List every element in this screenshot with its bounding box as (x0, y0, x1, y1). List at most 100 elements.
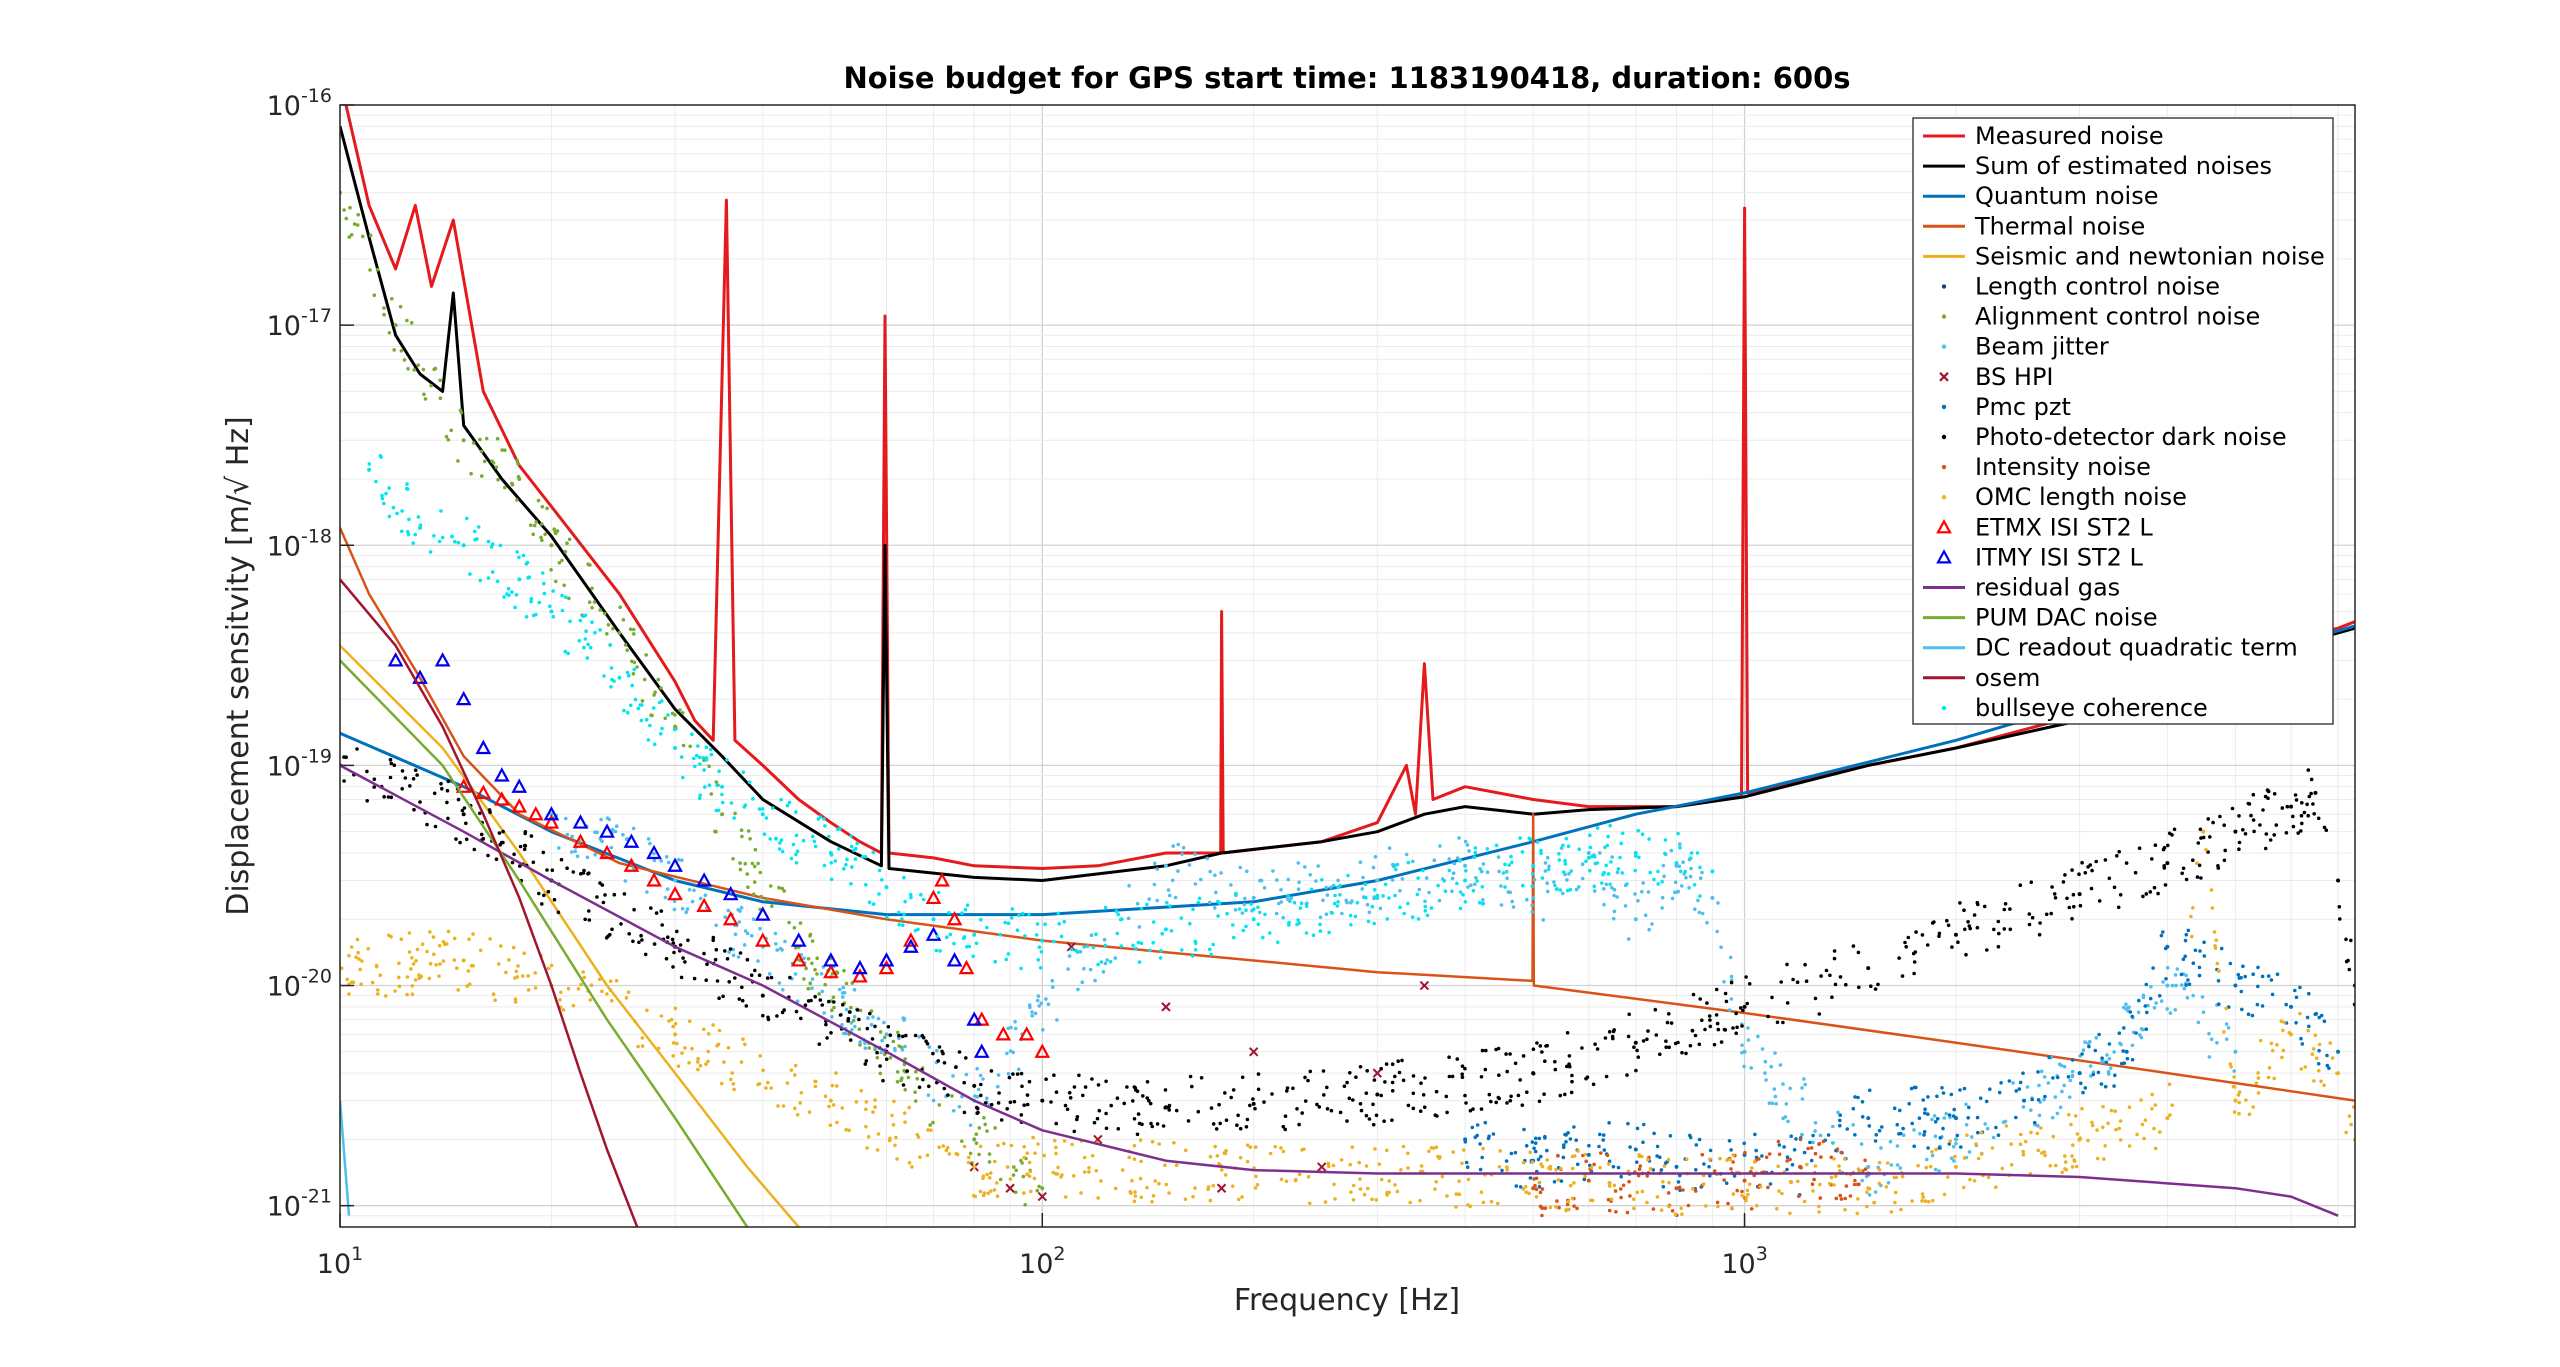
series-dot (704, 1062, 708, 1066)
series-dot (1921, 1195, 1925, 1199)
series-dot (2317, 1048, 2321, 1053)
series-dot (1916, 1163, 1920, 1168)
series-dot (468, 572, 472, 576)
series-dot (1283, 1114, 1288, 1118)
series-dot (1606, 834, 1610, 839)
series-dot (1473, 846, 1478, 850)
series-dot (529, 834, 534, 838)
series-dot (1928, 1164, 1933, 1169)
series-dot (750, 934, 754, 938)
series-dot (1326, 1161, 1331, 1166)
series-dot (875, 1148, 880, 1152)
series-dot (1948, 1139, 1952, 1144)
series-dot (1539, 1154, 1543, 1159)
series-dot (752, 880, 757, 884)
series-dot (1731, 1026, 1735, 1030)
series-dot (2067, 905, 2072, 910)
series-dot (1575, 1206, 1579, 1211)
series-dot (2195, 861, 2199, 865)
series-dot (1067, 954, 1072, 958)
series-dot (1606, 1197, 1611, 1202)
series-dot (1608, 823, 1612, 828)
legend-label: Quantum noise (1975, 182, 2158, 210)
series-dot (2266, 796, 2270, 801)
series-dot (890, 1113, 894, 1118)
series-dot (652, 851, 656, 856)
series-dot (1347, 1096, 1352, 1101)
series-dot (827, 1104, 831, 1109)
series-dot (906, 1075, 911, 1080)
series-dot (687, 888, 692, 892)
series-dot (1487, 1092, 1492, 1097)
series-dot (374, 963, 379, 968)
series-dot (472, 529, 477, 534)
series-dot (1667, 1204, 1671, 1209)
series-dot (849, 882, 853, 886)
series-dot (1155, 1122, 1160, 1126)
series-dot (942, 1086, 947, 1091)
series-dot (2249, 813, 2253, 818)
series-dot (1832, 1157, 1836, 1161)
series-dot (1923, 1111, 1927, 1115)
series-dot (1914, 1085, 1918, 1090)
series-dot (723, 915, 727, 919)
series-dot (1087, 1170, 1091, 1174)
series-dot (823, 824, 827, 828)
series-dot (627, 932, 631, 936)
series-dot (902, 1018, 906, 1022)
legend-entry: Length control noise (1941, 273, 2220, 301)
series-marker (696, 897, 712, 913)
series-dot (1431, 1146, 1436, 1150)
series-dot (1037, 1004, 1041, 1008)
series-dot (1520, 850, 1525, 854)
series-etmx-isi-st2-l (455, 778, 1051, 1058)
series-dot (1475, 1133, 1479, 1138)
series-dot (2103, 1084, 2108, 1089)
series-dot (587, 909, 591, 913)
series-dot (1032, 1176, 1037, 1181)
series-dot (526, 974, 530, 978)
series-dot (1867, 1088, 1872, 1093)
series-dot (1240, 1075, 1245, 1080)
series-dot (623, 879, 628, 883)
series-dot (2109, 1108, 2114, 1113)
series-dot (1457, 859, 1462, 863)
series-dot (2232, 1075, 2236, 1079)
series-dot (1460, 1161, 1464, 1166)
series-dot (1595, 861, 1600, 865)
series-dot (2021, 1152, 2026, 1157)
series-dot (1254, 1174, 1258, 1179)
series-dot (2211, 820, 2215, 825)
series-dot (2002, 927, 2007, 931)
series-dot (997, 1091, 1001, 1095)
series-dot (676, 1064, 681, 1068)
series-dot (964, 1072, 969, 1077)
series-dot (2017, 1087, 2022, 1091)
series-dot (405, 318, 409, 323)
series-dot (1652, 877, 1656, 882)
series-dot (1383, 1080, 1387, 1084)
series-dot (1103, 905, 1108, 910)
series-dot (568, 619, 572, 624)
series-dot (1607, 1030, 1612, 1034)
series-dot (513, 976, 517, 980)
series-dot (1505, 1101, 1509, 1105)
series-dot (2202, 940, 2206, 945)
series-dot (2139, 1035, 2144, 1040)
series-dot (1662, 1164, 1667, 1168)
series-dot (1279, 900, 1284, 904)
series-dot (652, 858, 657, 863)
series-dot (1879, 1146, 1883, 1150)
series-dot (2081, 1090, 2085, 1095)
series-dot (1229, 883, 1233, 887)
series-dot (452, 936, 457, 941)
series-dot (1427, 890, 1431, 895)
series-dot (1728, 955, 1733, 960)
series-dot (490, 542, 495, 546)
series-dot (595, 830, 599, 835)
series-dot (1299, 901, 1304, 905)
series-dot (732, 1087, 736, 1092)
series-dot (680, 711, 685, 715)
series-dot (1528, 1150, 1532, 1155)
series-dot (1564, 1140, 1568, 1144)
